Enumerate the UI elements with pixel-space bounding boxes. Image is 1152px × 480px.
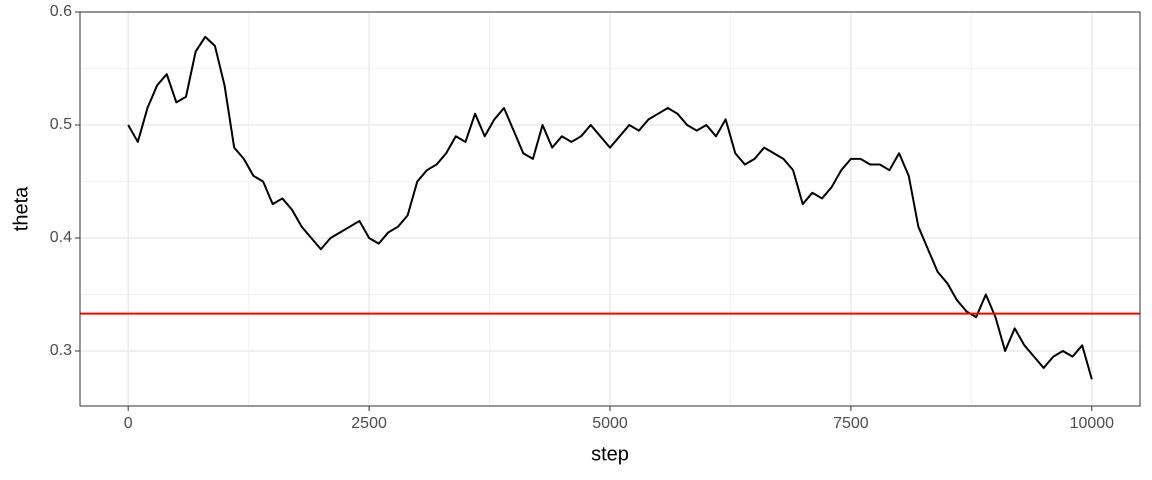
x-tick-label: 0 [124, 415, 133, 432]
y-tick-label: 0.5 [50, 116, 72, 133]
x-tick-label: 2500 [351, 415, 387, 432]
x-tick-label: 10000 [1070, 415, 1115, 432]
x-axis-title: step [591, 443, 629, 465]
y-tick-label: 0.4 [50, 229, 72, 246]
y-tick-label: 0.3 [50, 342, 72, 359]
y-axis-title: theta [10, 186, 32, 231]
y-tick-label: 0.6 [50, 3, 72, 20]
x-tick-label: 5000 [592, 415, 628, 432]
series-line [127, 35, 1093, 380]
x-tick-label: 7500 [833, 415, 869, 432]
panel-border [79, 11, 1141, 407]
